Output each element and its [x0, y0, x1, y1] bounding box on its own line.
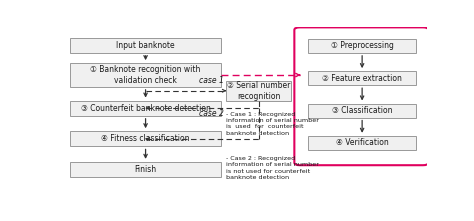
Text: Finish: Finish [135, 165, 156, 174]
FancyBboxPatch shape [227, 81, 291, 101]
FancyBboxPatch shape [308, 136, 416, 150]
Text: ③ Counterfeit banknote detection: ③ Counterfeit banknote detection [81, 104, 210, 113]
FancyBboxPatch shape [308, 71, 416, 85]
Text: case 2: case 2 [199, 109, 224, 118]
FancyBboxPatch shape [70, 162, 221, 177]
Text: Input banknote: Input banknote [116, 41, 175, 50]
FancyBboxPatch shape [70, 63, 221, 87]
Text: ④ Verification: ④ Verification [336, 138, 389, 147]
FancyBboxPatch shape [70, 38, 221, 53]
FancyBboxPatch shape [308, 104, 416, 118]
Text: case 1: case 1 [199, 76, 224, 85]
Text: - Case 2 : Recognized
information of serial number
is not used for counterfeit
b: - Case 2 : Recognized information of ser… [227, 156, 319, 180]
Text: ① Preprocessing: ① Preprocessing [331, 41, 393, 50]
FancyBboxPatch shape [70, 131, 221, 147]
FancyBboxPatch shape [70, 101, 221, 116]
Text: ① Banknote recognition with
validation check: ① Banknote recognition with validation c… [91, 65, 201, 85]
FancyBboxPatch shape [294, 27, 428, 165]
Text: ④ Fitness classification: ④ Fitness classification [101, 134, 190, 143]
Text: ③ Classification: ③ Classification [332, 106, 392, 115]
Text: - Case 1 : Recognized
information of serial number
is  used  for  counterfeit
ba: - Case 1 : Recognized information of ser… [227, 112, 319, 136]
Text: ② Serial number
recognition: ② Serial number recognition [227, 81, 290, 101]
Text: ② Feature extraction: ② Feature extraction [322, 74, 402, 83]
FancyBboxPatch shape [308, 39, 416, 53]
